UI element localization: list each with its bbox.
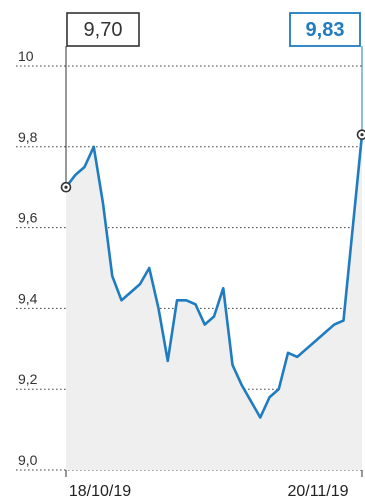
price-area bbox=[66, 134, 362, 470]
end-point-dot bbox=[360, 133, 364, 137]
start-point-dot bbox=[64, 185, 68, 189]
end-value-label: 9,83 bbox=[306, 19, 345, 41]
start-value-callout bbox=[66, 12, 140, 47]
end-value-callout bbox=[289, 12, 361, 47]
x-tick-label-end: 20/11/19 bbox=[287, 483, 348, 500]
y-tick-label: 9,6 bbox=[18, 210, 38, 226]
y-tick-label: 9,4 bbox=[18, 290, 38, 306]
y-tick-label: 9,8 bbox=[18, 129, 38, 145]
x-tick-label-start: 18/10/19 bbox=[69, 483, 131, 500]
price-line bbox=[64, 134, 364, 419]
y-tick-label: 9,2 bbox=[18, 371, 38, 387]
y-tick-label: 10 bbox=[18, 48, 34, 64]
y-axis-ticks: 9,0 9,2 9,4 9,6 9,8 10 bbox=[18, 48, 38, 468]
start-value-label: 9,70 bbox=[84, 19, 123, 41]
y-tick-label: 9,0 bbox=[18, 452, 38, 468]
